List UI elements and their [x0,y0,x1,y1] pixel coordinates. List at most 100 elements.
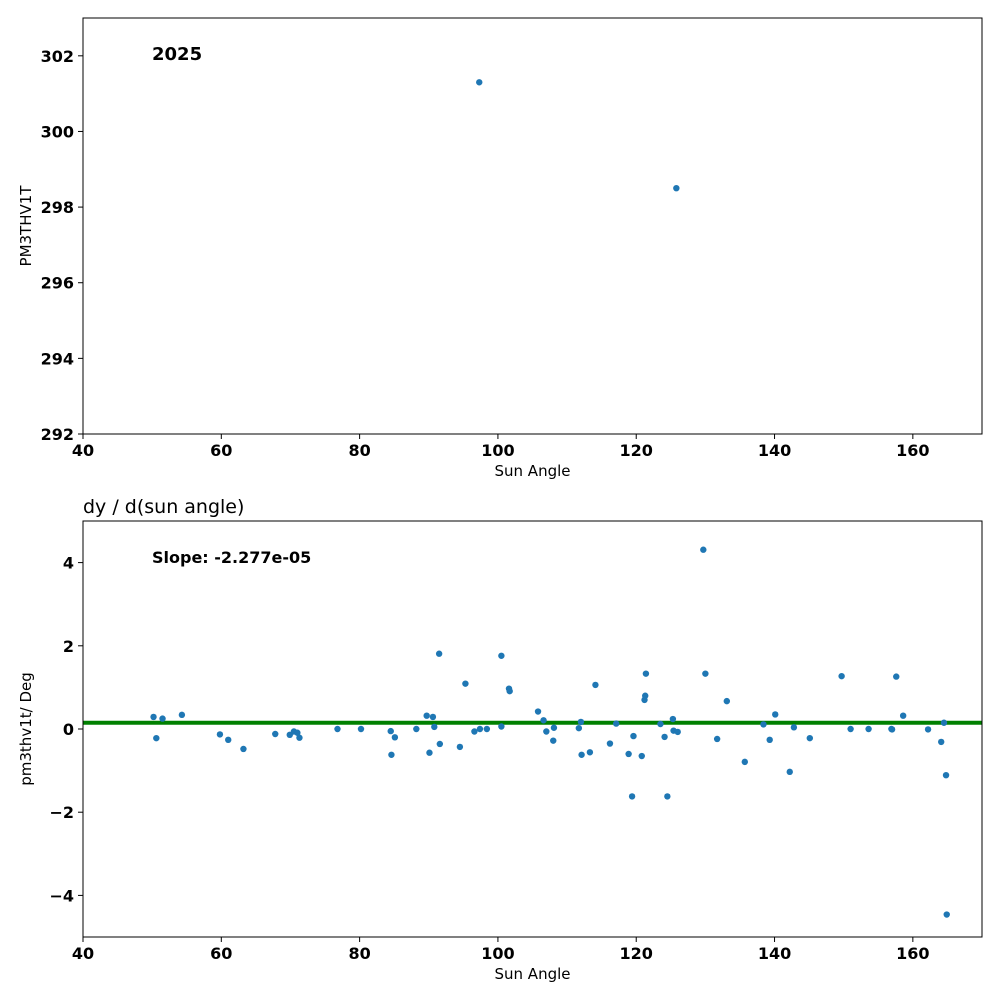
chart-1: 40 60 80 100 120 140 160 292 294 296 298 300 302 Sun … [17,17,983,480]
data-point [592,681,599,689]
y-axis-label: pm3thv1t/ Deg [17,672,35,786]
y-tick-label: 294 [41,349,74,368]
data-point [700,546,707,553]
data-point [153,734,160,742]
x-tick-label: 140 [758,944,791,963]
data-point [630,732,637,740]
data-point [462,680,469,687]
data-point [471,728,478,735]
y-axis-label: PM3THV1T [17,185,35,267]
data-point [159,715,166,722]
data-point [357,725,365,733]
data-point [540,717,547,724]
data-point [426,749,433,756]
data-point [713,735,721,743]
data-point [476,725,484,733]
data-point [534,708,542,715]
y-tick-label: −2 [49,803,74,822]
data-point [387,727,394,735]
x-tick-label: 40 [72,944,94,963]
data-point [865,725,872,733]
chart-2: 40 60 80 100 120 140 160 −4 −2 0 2 4 Sun Angle pm3thv… [17,496,983,983]
chart-title: dy / d(sun angle) [83,496,244,518]
data-point [586,749,594,756]
data-point [178,711,186,719]
data-point [661,733,668,741]
data-point [642,692,649,699]
y-tick-label: 0 [63,720,74,739]
data-point [924,726,932,733]
data-point [423,712,430,719]
data-point [669,715,677,723]
data-point [388,751,395,758]
data-point [741,758,749,766]
data-point [150,713,157,721]
y-tick-label: 4 [63,554,74,573]
data-point [940,719,948,726]
y-tick-label: −4 [49,886,74,905]
data-point [766,736,773,744]
data-point [664,793,671,800]
x-tick-label: 120 [620,441,653,460]
x-tick-label: 120 [620,944,653,963]
y-tick-label: 2 [63,637,74,656]
data-point [391,734,399,741]
x-tick-label: 100 [481,441,514,460]
data-point [702,670,709,677]
data-point [483,725,491,733]
data-point [723,697,731,705]
chart-annotation: 2025 [152,44,202,65]
chart-annotation: Slope: -2.277e-05 [152,548,311,567]
data-point [628,793,636,800]
x-tick-label: 140 [758,441,791,460]
data-point [476,79,483,86]
data-point [498,723,505,730]
data-point [625,750,632,758]
data-point [673,184,680,192]
data-point [760,721,767,728]
data-point [937,738,945,746]
y-tick-label: 292 [41,425,74,444]
data-point [577,718,585,726]
y-tick-label: 298 [41,198,74,217]
plot-frame [82,520,983,938]
data-point [413,725,420,733]
y-tick-label: 296 [41,274,74,293]
data-point [543,728,550,735]
data-point [296,734,303,741]
data-point [888,726,896,733]
data-point [786,768,793,776]
data-point [456,743,464,751]
x-axis-label: Sun Angle [495,462,571,480]
x-axis-label: Sun Angle [495,965,571,983]
y-tick-label: 302 [41,47,74,66]
data-point [942,771,950,779]
y-tick-label: 300 [41,122,74,141]
data-point [506,687,513,695]
x-tick-label: 80 [348,441,370,460]
data-point [790,724,798,731]
data-point [334,725,341,733]
data-point [638,752,645,760]
x-tick-label: 60 [210,944,232,963]
data-point [578,751,585,758]
data-point [429,713,437,721]
data-point [225,736,232,744]
data-point [240,745,247,753]
data-point [612,720,620,727]
data-point [806,734,814,742]
data-point [772,711,779,718]
x-tick-label: 100 [481,944,514,963]
data-point [550,737,557,744]
x-tick-label: 160 [896,944,929,963]
x-tick-label: 60 [210,441,232,460]
data-point [431,723,438,731]
data-point [294,729,301,736]
data-point [498,652,505,659]
data-point [847,725,854,733]
data-point [216,731,224,738]
data-point [606,740,614,747]
data-point [899,712,907,719]
data-point [838,672,845,680]
